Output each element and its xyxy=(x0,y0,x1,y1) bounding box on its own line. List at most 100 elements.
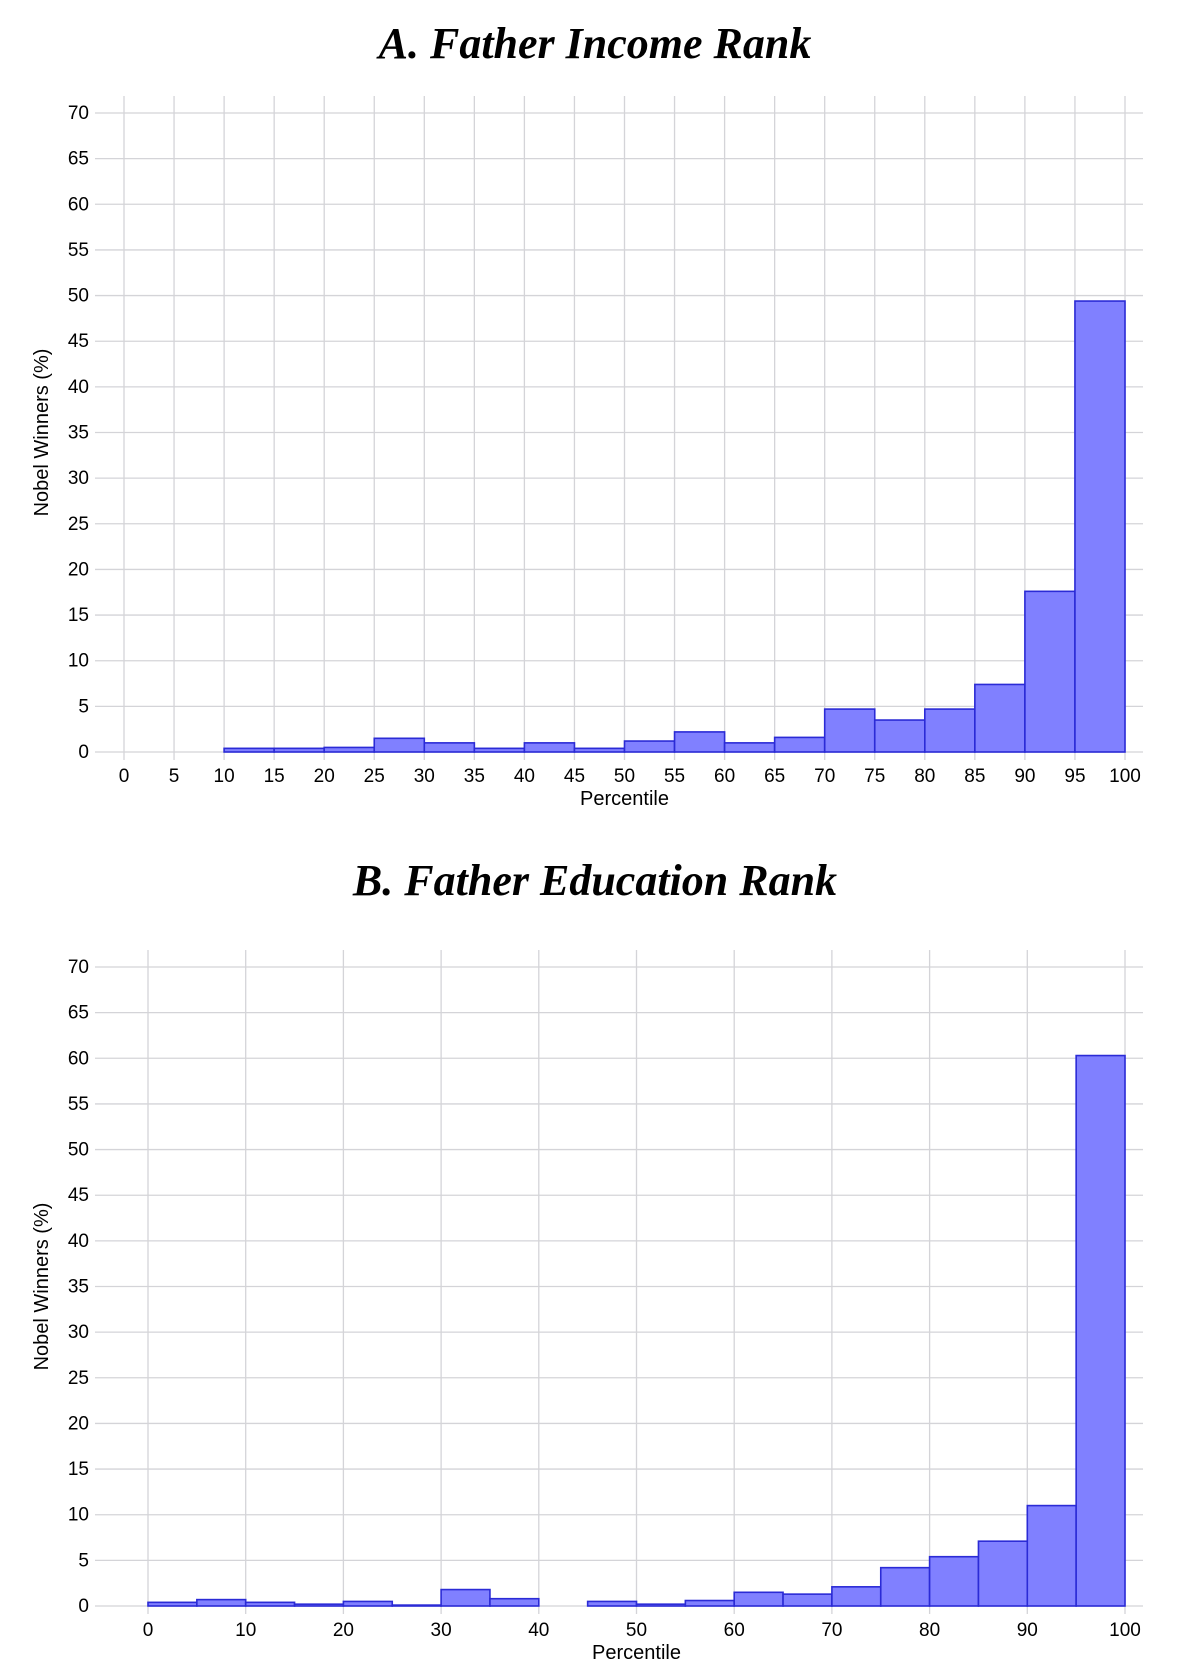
y-tick-label: 45 xyxy=(68,1185,89,1206)
histogram-bar xyxy=(342,1600,394,1607)
x-tick-label: 5 xyxy=(169,766,180,787)
x-tick-label: 20 xyxy=(333,1620,354,1641)
histogram-bar xyxy=(440,1588,491,1607)
y-tick-label: 60 xyxy=(68,1048,89,1069)
histogram-bar xyxy=(723,742,776,753)
x-tick-label: 85 xyxy=(964,766,985,787)
y-tick-label: 5 xyxy=(78,696,89,717)
histogram-bar xyxy=(773,736,826,753)
chart-title: B. Father Education Rank xyxy=(352,856,838,905)
chart-panel-b: B. Father Education Rank 0 5 10 15 20 25 30 35 4… xyxy=(0,837,1190,1674)
y-tick-label: 55 xyxy=(68,1094,89,1115)
histogram-bar xyxy=(623,740,676,753)
y-tick-label: 25 xyxy=(68,1368,89,1389)
y-tick-label: 55 xyxy=(68,240,89,261)
histogram-bar xyxy=(489,1597,540,1607)
x-tick-label: 70 xyxy=(821,1620,842,1641)
y-tick-label: 60 xyxy=(68,194,89,215)
y-tick-label: 15 xyxy=(68,605,89,626)
histogram-bar xyxy=(1075,1054,1126,1607)
x-tick-label: 0 xyxy=(143,1620,154,1641)
x-tick-label: 55 xyxy=(664,766,685,787)
x-tick-label: 10 xyxy=(235,1620,256,1641)
y-tick-label: 40 xyxy=(68,377,89,398)
histogram-bar xyxy=(733,1591,784,1607)
x-axis-title: Percentile xyxy=(592,1642,681,1664)
y-tick-label: 10 xyxy=(68,1505,89,1526)
x-tick-label: 80 xyxy=(919,1620,940,1641)
y-tick-label: 25 xyxy=(68,514,89,535)
histogram-bar xyxy=(977,1540,1029,1607)
histogram-bar xyxy=(273,747,325,753)
histogram-bar xyxy=(586,1600,638,1607)
y-tick-label: 0 xyxy=(78,1596,89,1617)
x-tick-label: 60 xyxy=(714,766,735,787)
histogram-bar xyxy=(373,737,426,753)
x-tick-label: 35 xyxy=(464,766,485,787)
y-tick-label: 0 xyxy=(78,742,89,763)
histogram-bar xyxy=(974,683,1026,753)
x-tick-label: 60 xyxy=(724,1620,745,1641)
x-tick-label: 25 xyxy=(364,766,385,787)
histogram-bar xyxy=(293,1603,345,1607)
y-tick-label: 30 xyxy=(68,468,89,489)
x-tick-label: 95 xyxy=(1064,766,1085,787)
x-tick-label: 80 xyxy=(914,766,935,787)
y-tick-label: 15 xyxy=(68,1459,89,1480)
histogram-bar xyxy=(923,708,976,753)
x-tick-label: 50 xyxy=(626,1620,647,1641)
histogram-bar xyxy=(1026,1504,1077,1607)
x-tick-label: 0 xyxy=(119,766,130,787)
x-tick-label: 20 xyxy=(314,766,335,787)
histogram-bar xyxy=(782,1593,833,1607)
y-tick-label: 35 xyxy=(68,423,89,444)
x-tick-label: 45 xyxy=(564,766,585,787)
histogram-bar xyxy=(823,708,876,753)
x-tick-label: 100 xyxy=(1109,1620,1141,1641)
histogram-bar xyxy=(196,1598,247,1607)
histogram-bar xyxy=(1024,590,1076,753)
y-axis-title: Nobel Winners (%) xyxy=(31,1203,53,1371)
histogram-bar xyxy=(1074,300,1126,753)
histogram-bar xyxy=(423,742,476,753)
y-tick-label: 35 xyxy=(68,1277,89,1298)
histogram-bar xyxy=(879,1566,931,1607)
x-tick-label: 30 xyxy=(431,1620,452,1641)
y-tick-label: 20 xyxy=(68,559,89,580)
y-tick-label: 45 xyxy=(68,331,89,352)
histogram-bar xyxy=(873,719,926,753)
histogram-bar xyxy=(244,1601,296,1607)
histogram-bar xyxy=(673,731,726,753)
histogram-bar xyxy=(928,1555,980,1607)
y-tick-label: 70 xyxy=(68,103,89,124)
x-tick-label: 30 xyxy=(414,766,435,787)
histogram-bar xyxy=(391,1604,442,1607)
x-tick-label: 90 xyxy=(1017,1620,1038,1641)
histogram-father-income: 0 5 10 15 20 25 30 35 40 45 50 55 60 65 70 0 5 10 15 20 25 30… xyxy=(31,96,1143,810)
x-tick-label: 50 xyxy=(614,766,635,787)
y-tick-label: 50 xyxy=(68,286,89,307)
x-tick-label: 100 xyxy=(1109,766,1141,787)
histogram-bar xyxy=(573,747,626,753)
histogram-bar xyxy=(684,1599,735,1607)
y-tick-label: 10 xyxy=(68,651,89,672)
x-axis-title: Percentile xyxy=(580,788,669,810)
y-tick-label: 30 xyxy=(68,1322,89,1343)
y-tick-label: 40 xyxy=(68,1231,89,1252)
y-tick-label: 70 xyxy=(68,957,89,978)
histogram-bar xyxy=(223,747,275,753)
x-tick-label: 10 xyxy=(214,766,235,787)
y-axis-title: Nobel Winners (%) xyxy=(31,349,53,517)
histogram-father-education: 0 5 10 15 20 25 30 35 40 45 50 55 60 65 70 0 10 20 30 40 50 6… xyxy=(31,950,1143,1664)
histogram-bar xyxy=(523,742,576,753)
histogram-bar xyxy=(147,1601,198,1607)
histogram-bar xyxy=(323,746,376,753)
x-tick-label: 40 xyxy=(514,766,535,787)
y-tick-label: 65 xyxy=(68,1003,89,1024)
x-tick-label: 90 xyxy=(1014,766,1035,787)
chart-title: A. Father Income Rank xyxy=(378,19,812,68)
x-tick-label: 70 xyxy=(814,766,835,787)
x-tick-label: 15 xyxy=(264,766,285,787)
y-tick-label: 20 xyxy=(68,1413,89,1434)
histogram-bar xyxy=(473,747,526,753)
